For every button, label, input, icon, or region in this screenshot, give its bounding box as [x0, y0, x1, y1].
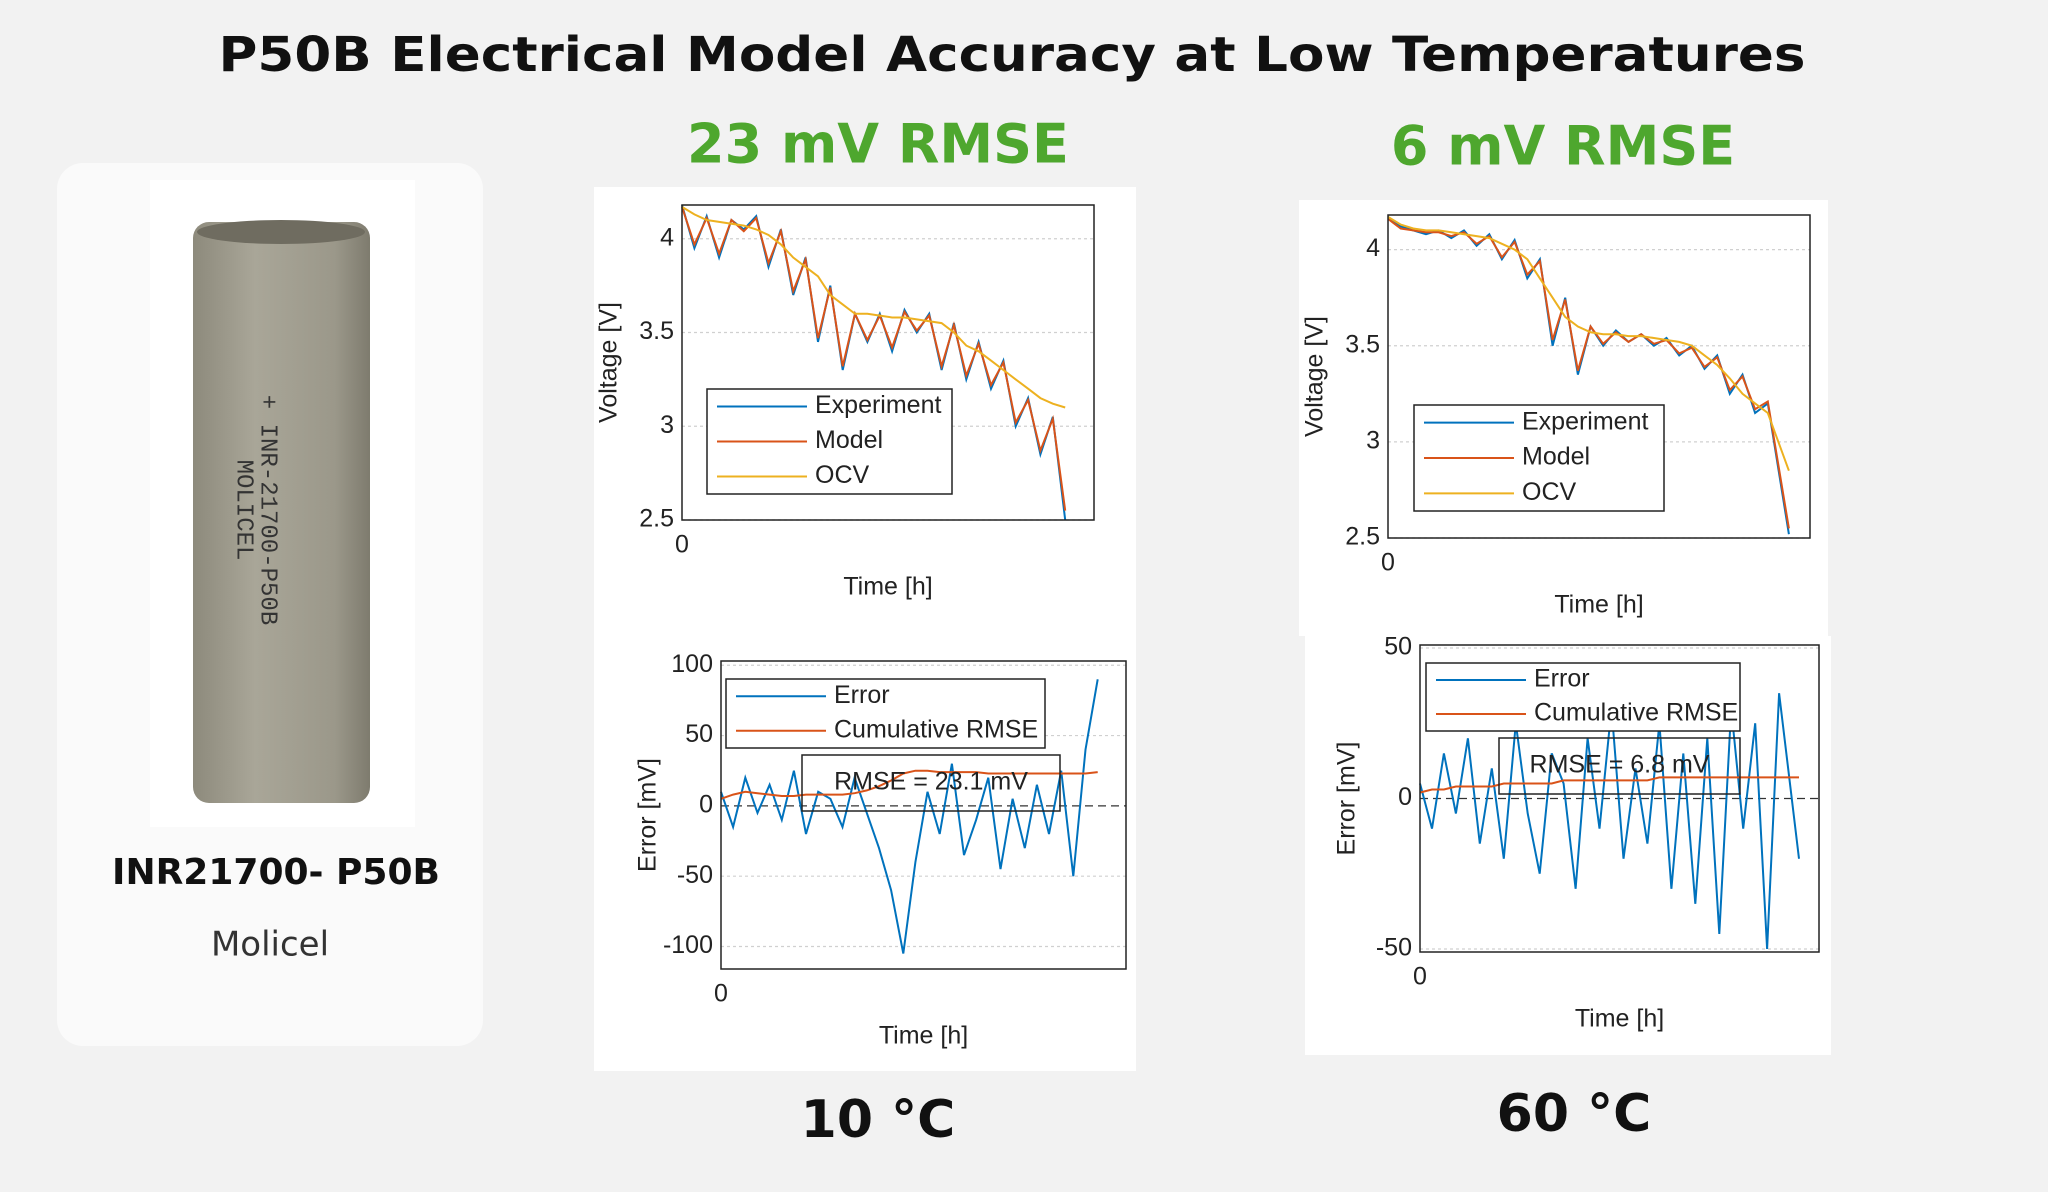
x-tick-label: 0	[675, 531, 689, 559]
y-tick-label: -50	[1376, 934, 1412, 962]
y-tick-label: 50	[685, 720, 713, 748]
x-axis-label: Time [h]	[1575, 1005, 1664, 1033]
plot-frame	[1387, 214, 1811, 539]
y-axis-label: Voltage [V]	[595, 302, 623, 423]
series-line	[681, 206, 1067, 511]
series-line	[1419, 776, 1799, 794]
y-tick-label: 4	[660, 223, 674, 251]
plot-frame	[681, 204, 1095, 521]
y-axis-label: Voltage [V]	[1301, 316, 1329, 437]
x-axis-label: Time [h]	[843, 573, 932, 601]
series-line	[720, 679, 1099, 954]
series-line	[720, 769, 1098, 800]
series-line	[681, 206, 1066, 409]
battery-marking: MOLICEL	[230, 460, 257, 561]
legend-label: Cumulative RMSE	[1534, 699, 1738, 727]
y-tick-label: 3	[1366, 426, 1380, 454]
legend-label: Model	[815, 426, 883, 454]
x-tick-label: 0	[1413, 963, 1427, 991]
y-tick-label: 3.5	[1345, 330, 1380, 358]
product-name: INR21700- P50B	[112, 852, 440, 893]
legend-label: Experiment	[1522, 407, 1648, 435]
title: P50B Electrical Model Accuracy at Low Te…	[219, 27, 1806, 83]
y-tick-label: 4	[1366, 234, 1380, 262]
y-tick-label: 3.5	[639, 317, 674, 345]
headline: 23 mV RMSE	[687, 113, 1069, 176]
product-maker: Molicel	[211, 925, 329, 965]
annotation: RMSE = 6.8 mV	[1530, 751, 1710, 779]
y-tick-label: -100	[663, 931, 713, 959]
legend-box	[1425, 662, 1741, 732]
legend-label: OCV	[815, 461, 870, 489]
annotation: RMSE = 23.1 mV	[834, 768, 1028, 796]
legend-label: Error	[1534, 665, 1590, 693]
y-tick-label: -50	[677, 861, 713, 889]
series-line	[1387, 218, 1790, 529]
series-line	[1419, 693, 1800, 950]
y-tick-label: 2.5	[639, 505, 674, 533]
legend-box	[725, 678, 1046, 749]
x-tick-label: 0	[714, 980, 728, 1008]
temperature: 60 °C	[1497, 1084, 1652, 1144]
battery-marking: + INR-21700-P50B	[254, 395, 281, 625]
y-tick-label: 2.5	[1345, 523, 1380, 551]
legend-label: OCV	[1522, 478, 1577, 506]
x-axis-label: Time [h]	[879, 1022, 968, 1050]
legend-label: Experiment	[815, 391, 941, 419]
battery-cap	[197, 220, 365, 244]
x-tick-label: 0	[1381, 549, 1395, 577]
legend-label: Model	[1522, 443, 1590, 471]
plot-frame	[720, 660, 1127, 970]
series-line	[1387, 216, 1790, 472]
headline: 6 mV RMSE	[1391, 115, 1735, 178]
legend-label: Error	[834, 681, 890, 709]
y-tick-label: 3	[660, 411, 674, 439]
y-tick-label: 0	[1398, 783, 1412, 811]
legend-label: Cumulative RMSE	[834, 715, 1038, 743]
plot-frame	[1419, 644, 1820, 953]
y-tick-label: 100	[671, 650, 713, 678]
x-axis-label: Time [h]	[1554, 591, 1643, 619]
y-axis-label: Error [mV]	[1333, 742, 1361, 856]
y-tick-label: 50	[1384, 633, 1412, 661]
annotation-box	[1498, 737, 1741, 795]
y-tick-label: 0	[699, 790, 713, 818]
temperature: 10 °C	[801, 1090, 956, 1150]
annotation-box	[801, 754, 1061, 812]
y-axis-label: Error [mV]	[634, 758, 662, 872]
battery-body	[193, 222, 370, 803]
